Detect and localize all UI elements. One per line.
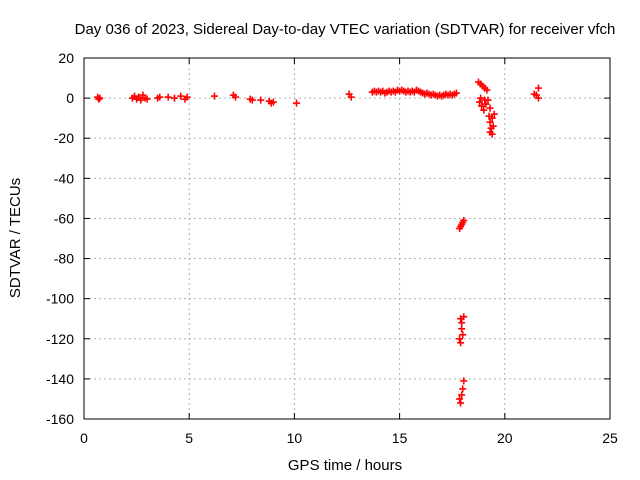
y-axis-ticks: 20 0 -20 -40 -60 -80 -100 -120 -140 -160 (46, 50, 610, 427)
data-point (460, 313, 468, 321)
y-tick-label: -60 (54, 210, 74, 226)
data-point (170, 94, 178, 102)
data-point (231, 93, 239, 101)
data-point (460, 377, 468, 385)
data-point (456, 395, 464, 403)
data-point (489, 122, 497, 130)
data-point (293, 99, 301, 107)
data-point (486, 104, 494, 112)
data-point (534, 94, 542, 102)
data-point (486, 128, 494, 136)
data-point (137, 96, 145, 104)
y-tick-label: -20 (54, 130, 74, 146)
data-point (460, 216, 468, 224)
x-tick-label: 0 (80, 430, 88, 446)
y-tick-label: -100 (46, 291, 74, 307)
y-tick-label: -40 (54, 170, 74, 186)
data-point (480, 106, 488, 114)
data-point (96, 94, 104, 102)
data-point (347, 93, 355, 101)
x-tick-label: 25 (602, 430, 618, 446)
data-point (481, 96, 489, 104)
y-tick-label: -140 (46, 371, 74, 387)
data-point (477, 94, 485, 102)
data-point (457, 339, 465, 347)
data-point (248, 96, 256, 104)
data-point (478, 102, 486, 110)
data-point (177, 92, 185, 100)
y-tick-label: 0 (66, 90, 74, 106)
x-axis-label: GPS time / hours (288, 457, 402, 474)
data-point (459, 385, 467, 393)
data-point (183, 93, 191, 101)
data-point (257, 96, 265, 104)
y-tick-label: -80 (54, 251, 74, 267)
data-point (490, 110, 498, 118)
x-tick-label: 15 (392, 430, 408, 446)
data-point (452, 89, 460, 97)
data-point (458, 325, 466, 333)
data-point (143, 95, 151, 103)
x-tick-label: 20 (497, 430, 513, 446)
data-point (456, 224, 464, 232)
data-points (94, 78, 542, 407)
y-tick-label: -120 (46, 331, 74, 347)
x-tick-label: 5 (185, 430, 193, 446)
data-point (458, 391, 466, 399)
data-point (269, 98, 277, 106)
data-point (458, 319, 466, 327)
data-point (156, 93, 164, 101)
x-tick-label: 10 (287, 430, 303, 446)
data-point (457, 399, 465, 407)
grid-lines (84, 58, 610, 419)
y-axis-label: SDTVAR / TECUs (7, 178, 24, 298)
data-point (488, 114, 496, 122)
y-tick-label: -160 (46, 411, 74, 427)
chart-title: Day 036 of 2023, Sidereal Day-to-day VTE… (75, 21, 616, 38)
data-point (483, 86, 491, 94)
data-point (164, 93, 172, 101)
data-point (486, 118, 494, 126)
data-point (482, 100, 490, 108)
data-point (210, 92, 218, 100)
x-axis-ticks: 0 5 10 15 20 25 (80, 58, 618, 446)
data-point (534, 84, 542, 92)
data-point (456, 335, 464, 343)
data-point (459, 331, 467, 339)
data-point (95, 95, 103, 103)
plot-frame (83, 57, 611, 420)
data-point (476, 98, 484, 106)
y-tick-label: 20 (58, 50, 74, 66)
